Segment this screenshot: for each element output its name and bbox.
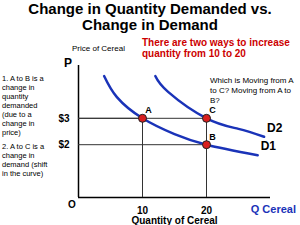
svg-text:B: B	[209, 132, 216, 142]
html-text:P: P	[64, 56, 72, 70]
svg-text:C: C	[209, 105, 216, 115]
html-text:Change in Quantity Demanded vs: Change in Quantity Demanded vs. Change i…	[28, 0, 272, 33]
html-text:O: O	[68, 199, 76, 210]
svg-text:Quantity of Cereal: Quantity of Cereal	[131, 215, 217, 225]
svg-text:A: A	[145, 105, 152, 115]
svg-text:10: 10	[136, 204, 149, 216]
svg-text:$3: $3	[58, 113, 70, 124]
svg-text:20: 20	[200, 204, 213, 216]
html-text:Q Cereal: Q Cereal	[250, 203, 296, 215]
html-text:2. A to C is a change in deman: 2. A to C is a change in demand (shift i…	[2, 142, 48, 178]
html-text:Which is Moving from A to C? M: Which is Moving from A to C? Moving from…	[210, 76, 294, 105]
svg-text:D2: D2	[267, 121, 283, 135]
svg-text:$2: $2	[58, 139, 70, 150]
html-text:There are two ways to increase: There are two ways to increase quantity …	[142, 37, 290, 59]
html-text:Price of Cereal: Price of Cereal	[72, 44, 125, 53]
html-text:1. A to B is a change in quant: 1. A to B is a change in quantity demand…	[2, 74, 44, 137]
svg-text:D1: D1	[261, 139, 277, 153]
